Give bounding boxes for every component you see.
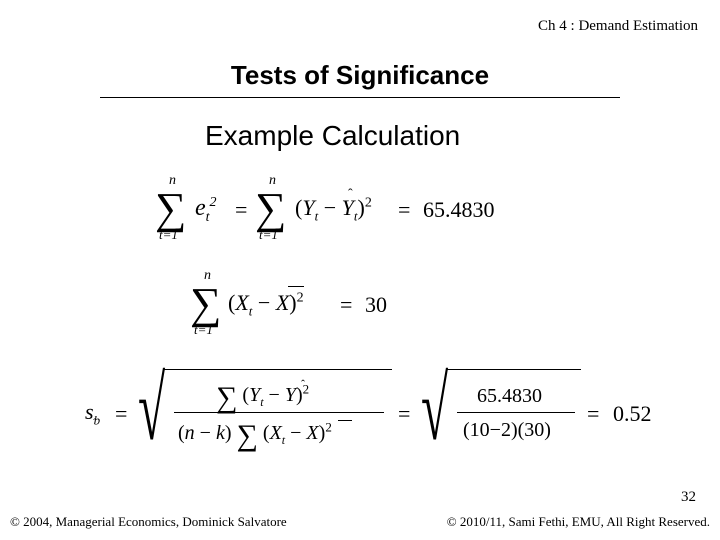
subtitle: Example Calculation	[205, 120, 460, 152]
page-title: Tests of Significance	[100, 60, 620, 97]
title-underline	[100, 97, 620, 98]
page-number: 32	[681, 489, 696, 506]
title-block: Tests of Significance	[100, 60, 620, 98]
equation-standard-error-b: sbˆ = √ ∑ (Yt − Y)2 ˆ (n − k) ∑ (Xt − X)…	[85, 365, 685, 460]
chapter-label: Ch 4 : Demand Estimation	[538, 18, 698, 35]
equation-sum-x-deviations-squared: ∑ n t=1 (Xt − X)2 = 30	[190, 270, 490, 340]
equation-sum-residuals-squared: ∑ n t=1 et2 = ∑ n t=1 (Yt − Yt)2 ˆ = 65.…	[155, 175, 575, 245]
footer-copyright-left: © 2004, Managerial Economics, Dominick S…	[10, 514, 287, 530]
footer-copyright-right: © 2010/11, Sami Fethi, EMU, All Right Re…	[447, 514, 710, 530]
